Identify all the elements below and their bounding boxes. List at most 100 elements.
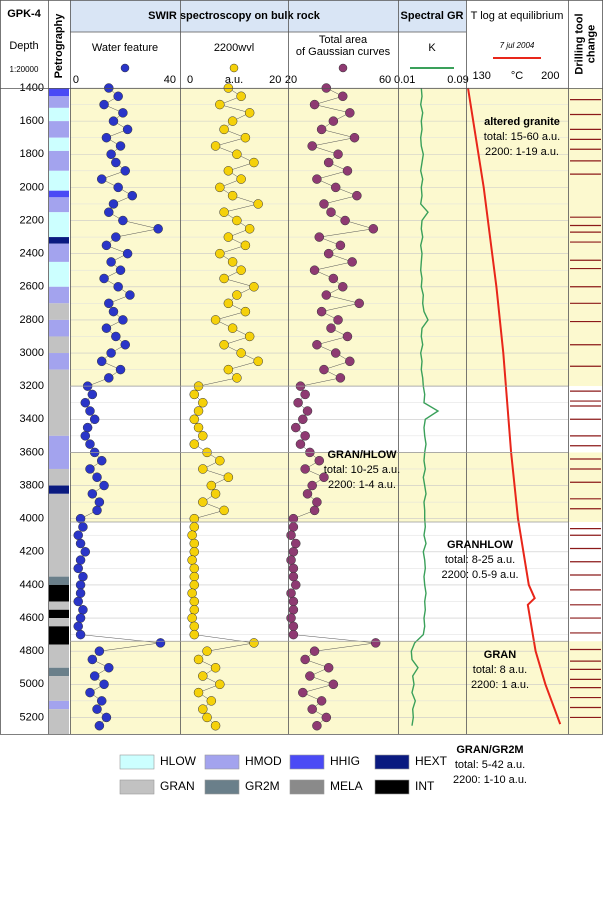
header-band: [70, 0, 466, 32]
lithology-interval: [49, 170, 69, 191]
data-point: [210, 141, 221, 151]
data-point: [316, 306, 327, 317]
data-point: [349, 132, 360, 143]
depth-tick-label: 4000: [20, 513, 44, 525]
data-point: [240, 306, 251, 317]
data-point: [198, 704, 208, 714]
data-point: [187, 613, 197, 623]
depth-tick-label: 2600: [20, 281, 44, 293]
data-point: [101, 323, 112, 333]
data-point: [99, 679, 109, 690]
data-point: [215, 99, 225, 110]
lithology-interval: [49, 435, 69, 469]
data-point: [153, 224, 163, 234]
data-point: [342, 331, 353, 342]
data-point: [288, 522, 299, 532]
data-point: [111, 331, 121, 342]
data-point: [288, 571, 299, 582]
data-point: [319, 472, 329, 483]
data-point: [321, 83, 332, 93]
data-point: [111, 157, 121, 168]
depth-tick-label: 1400: [20, 82, 44, 94]
data-point: [94, 646, 105, 656]
data-point: [323, 248, 334, 259]
lithology-interval: [49, 107, 69, 122]
legend-swatch: [289, 779, 325, 795]
data-point: [80, 431, 91, 441]
lithology-interval: [49, 626, 69, 645]
unit-label: a.u.: [225, 74, 243, 86]
lithology-interval: [49, 319, 69, 337]
data-point: [189, 414, 200, 425]
data-point: [75, 588, 86, 598]
data-point: [333, 315, 343, 325]
track-title: Total area: [319, 34, 368, 46]
data-point: [295, 439, 306, 449]
data-point: [189, 605, 200, 615]
data-point: [108, 199, 119, 209]
zone-title: altered granite: [484, 116, 560, 128]
data-point: [87, 389, 98, 400]
data-point: [193, 654, 204, 665]
data-point: [115, 141, 126, 151]
legend-swatch: [119, 779, 155, 795]
zone-note: total: 5-42 a.u.: [455, 759, 525, 771]
zone-note: total: 8 a.u.: [473, 664, 527, 676]
data-point: [354, 298, 364, 309]
lithology-interval: [49, 709, 69, 734]
zone-note: 2200: 1-19 a.u.: [485, 146, 559, 158]
data-point: [288, 547, 299, 557]
lithology-interval: [49, 303, 69, 320]
depth-tick-label: 3200: [20, 380, 44, 392]
data-point: [118, 315, 128, 325]
data-point: [302, 406, 313, 416]
depth-tick-label: 3000: [20, 347, 44, 359]
lithology-interval: [49, 609, 69, 619]
data-point: [113, 182, 123, 193]
data-point: [127, 190, 138, 201]
data-point: [80, 547, 91, 557]
x-tick-label: 20: [269, 74, 281, 86]
legend-label: 7 jul 2004: [500, 41, 535, 50]
data-point: [104, 373, 114, 383]
legend-marker: [229, 63, 239, 73]
data-point: [312, 339, 322, 350]
data-point: [189, 571, 200, 582]
data-point: [244, 331, 255, 342]
depth-tick-label: 4800: [20, 645, 44, 657]
data-point: [223, 232, 234, 242]
data-point: [113, 282, 123, 292]
data-point: [202, 712, 212, 723]
data-point: [319, 364, 329, 375]
data-point: [189, 547, 200, 557]
data-point: [189, 563, 200, 574]
data-point: [101, 132, 112, 143]
track-title: Petrography: [53, 13, 65, 79]
data-point: [75, 613, 86, 623]
legend-label: HLOW: [160, 754, 197, 768]
legend-swatch: [289, 754, 325, 770]
data-point: [293, 397, 303, 408]
data-point: [309, 265, 320, 275]
data-point: [125, 290, 135, 300]
data-point: [314, 455, 325, 466]
data-point: [99, 99, 109, 110]
data-point: [108, 116, 119, 126]
data-point: [316, 124, 327, 135]
data-point: [206, 696, 217, 706]
data-point: [189, 580, 200, 590]
data-point: [215, 455, 225, 466]
data-point: [347, 257, 357, 267]
zone-title: GRAN/HLOW: [327, 449, 397, 461]
data-point: [78, 605, 88, 615]
data-point: [286, 555, 296, 565]
data-point: [78, 522, 88, 532]
data-point: [236, 174, 246, 184]
track-title: change: [585, 25, 597, 64]
data-point: [198, 397, 208, 408]
data-point: [96, 696, 107, 706]
data-point: [193, 687, 204, 698]
data-point: [291, 580, 301, 590]
zone-title: GRANHLOW: [447, 539, 514, 551]
data-point: [223, 83, 234, 93]
